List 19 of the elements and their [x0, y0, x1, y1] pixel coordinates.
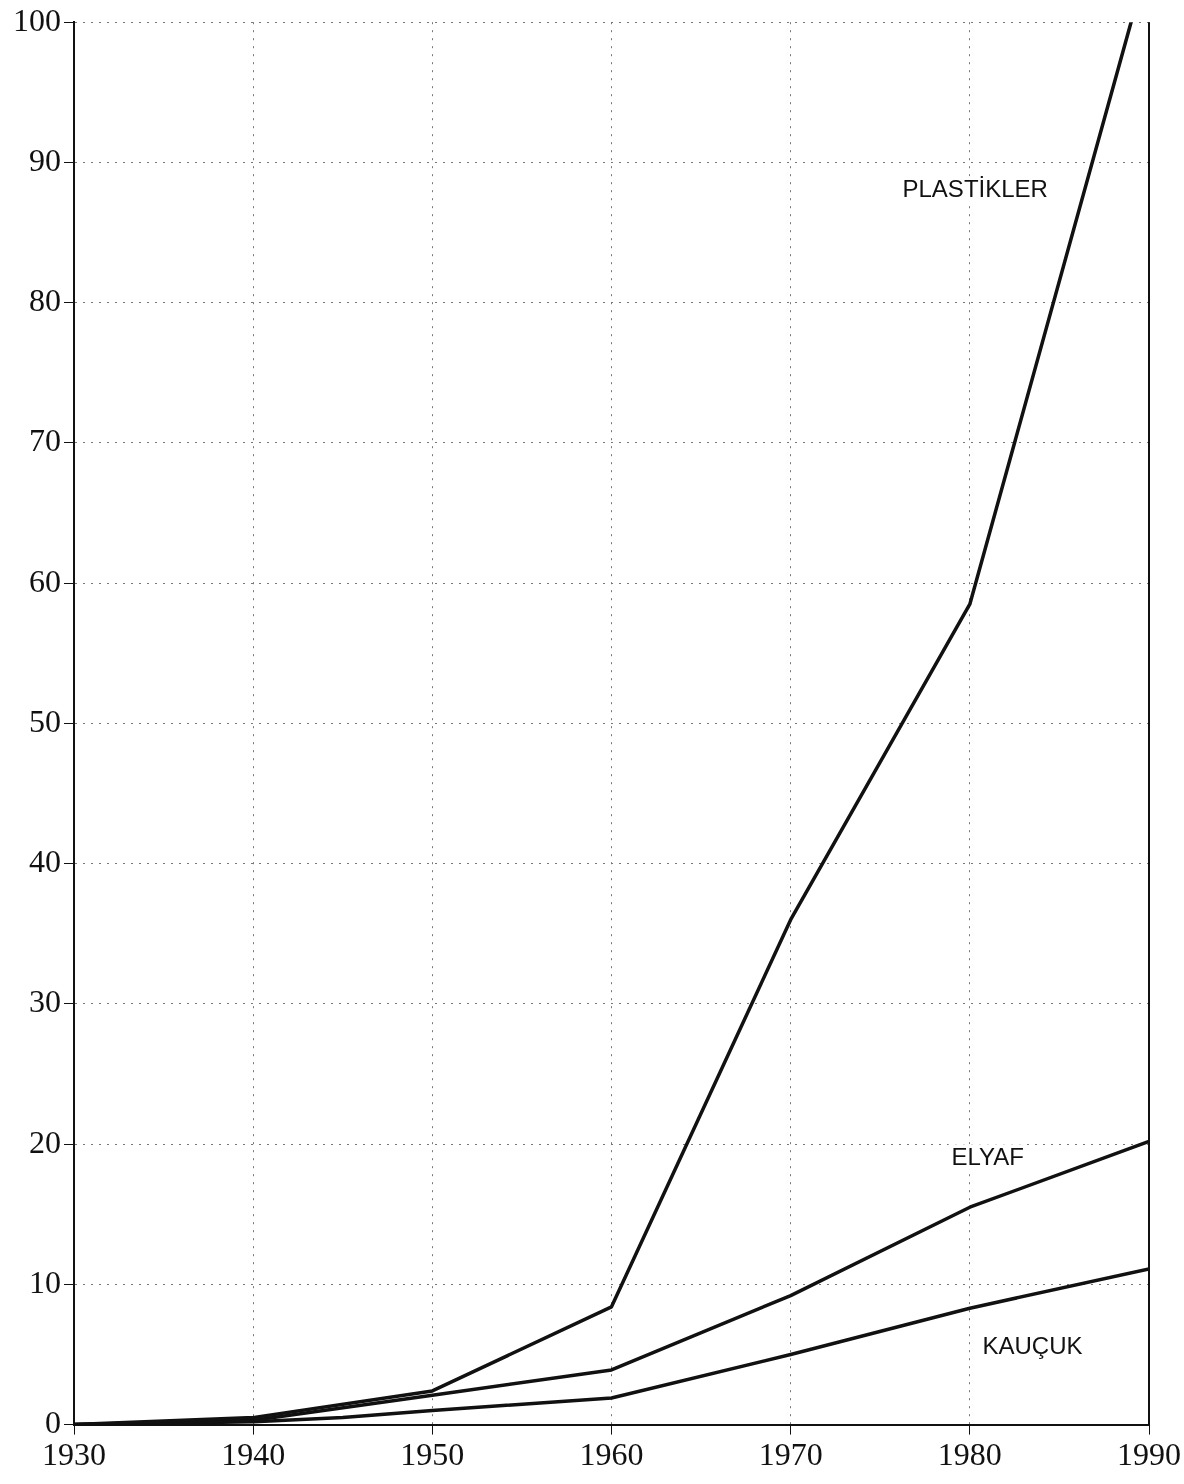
- series-label: ELYAF: [951, 1142, 1024, 1170]
- x-tick-label: 1970: [758, 1436, 823, 1473]
- y-tick-label: 50: [29, 702, 61, 739]
- x-tick-label: 1990: [1117, 1436, 1181, 1473]
- y-tick-label: 100: [13, 1, 61, 38]
- y-tick-label: 80: [29, 282, 61, 319]
- y-tick-label: 90: [29, 141, 61, 178]
- y-tick-label: 10: [29, 1263, 61, 1300]
- x-tick-label: 1960: [579, 1436, 644, 1473]
- y-tick-label: 20: [29, 1123, 61, 1160]
- series-label: KAUÇUK: [982, 1332, 1083, 1360]
- y-tick-label: 70: [29, 422, 61, 459]
- y-tick-label: 30: [29, 983, 61, 1020]
- x-tick-label: 1950: [400, 1436, 465, 1473]
- y-tick-label: 60: [29, 562, 61, 599]
- series-label: PLASTİKLER: [902, 175, 1048, 203]
- y-tick-label: 40: [29, 843, 61, 880]
- x-tick-label: 1980: [937, 1436, 1002, 1473]
- x-tick-label: 1940: [221, 1436, 286, 1473]
